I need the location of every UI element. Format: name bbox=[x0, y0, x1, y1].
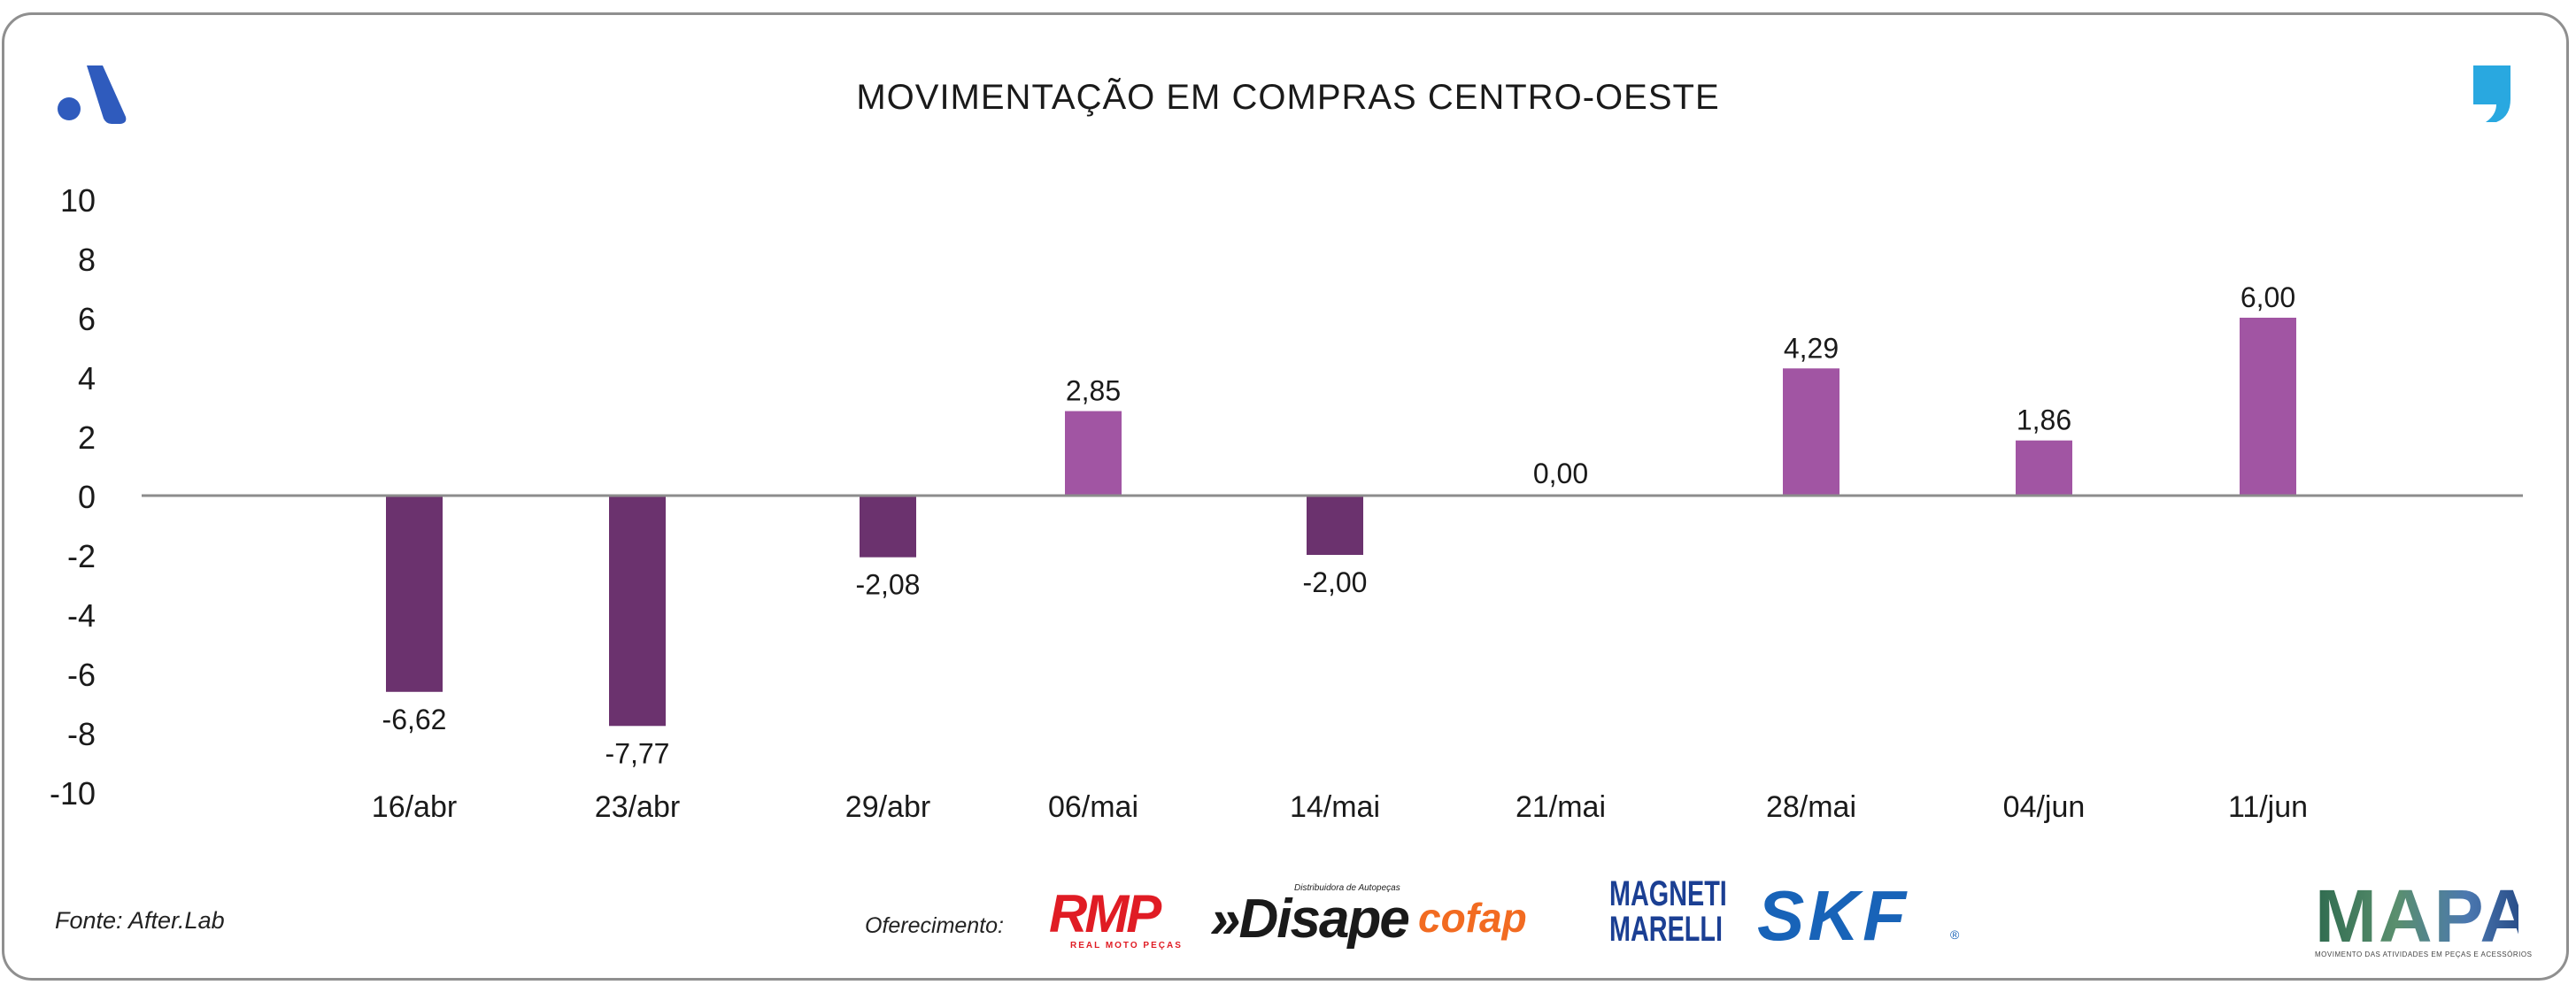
y-tick-label: 6 bbox=[78, 301, 96, 337]
chart-title: MOVIMENTAÇÃO EM COMPRAS CENTRO-OESTE bbox=[856, 78, 1720, 117]
x-tick-label: 21/mai bbox=[1516, 790, 1606, 824]
rmp-logo: RMP REAL MOTO PEÇAS bbox=[1049, 884, 1183, 951]
y-tick-label: -4 bbox=[67, 597, 96, 634]
skf-logo-text: SKF bbox=[1757, 876, 1909, 955]
cofap-logo: cofap bbox=[1418, 894, 1527, 942]
data-label: 0,00 bbox=[1533, 458, 1588, 489]
skf-registered-mark: ® bbox=[1950, 927, 1960, 942]
y-tick-label: 4 bbox=[78, 360, 96, 396]
bar bbox=[1307, 496, 1363, 555]
bar bbox=[609, 496, 666, 727]
mapa-logo-text: MAPA bbox=[2315, 874, 2536, 958]
afterlab-logo-icon bbox=[58, 65, 127, 124]
y-tick-label: -2 bbox=[67, 538, 96, 574]
data-label: 1,86 bbox=[2017, 404, 2071, 436]
data-label: -2,00 bbox=[1303, 566, 1368, 598]
mapa-logo-subtitle: MOVIMENTO DAS ATIVIDADES EM PEÇAS E ACES… bbox=[2315, 950, 2533, 958]
y-tick-label: 0 bbox=[78, 479, 96, 515]
y-tick-label: 10 bbox=[60, 182, 96, 219]
quote-mark-logo-icon bbox=[2473, 65, 2510, 122]
bar bbox=[1065, 411, 1122, 496]
data-label: 2,85 bbox=[1066, 375, 1121, 407]
data-label: 4,29 bbox=[1784, 332, 1839, 364]
data-label: -7,77 bbox=[605, 737, 670, 769]
x-tick-label: 04/jun bbox=[2003, 790, 2086, 824]
disape-logo-subtitle: Distribuidora de Autopeças bbox=[1294, 883, 1400, 893]
disape-logo-text: »Disape bbox=[1210, 889, 1410, 950]
bar bbox=[860, 496, 916, 558]
bar bbox=[2016, 440, 2072, 496]
magneti-logo-line1: MAGNETI bbox=[1609, 874, 1727, 913]
cofap-logo-text: cofap bbox=[1418, 895, 1527, 941]
bar bbox=[2240, 318, 2296, 496]
y-tick-label: 2 bbox=[78, 419, 96, 456]
disape-logo: Distribuidora de Autopeças »Disape bbox=[1210, 883, 1410, 950]
skf-logo: SKF ® bbox=[1757, 876, 1959, 955]
rmp-logo-text: RMP bbox=[1049, 884, 1161, 943]
x-tick-label: 14/mai bbox=[1290, 790, 1380, 824]
magneti-marelli-logo: MAGNETI MARELLI bbox=[1609, 876, 1742, 947]
y-tick-label: -10 bbox=[50, 775, 96, 812]
data-label: 6,00 bbox=[2241, 281, 2295, 313]
y-tick-label: 8 bbox=[78, 242, 96, 278]
data-label: -2,08 bbox=[856, 569, 921, 601]
bar bbox=[1783, 368, 1839, 496]
x-tick-label: 23/abr bbox=[595, 790, 680, 824]
x-tick-label: 29/abr bbox=[845, 790, 930, 824]
magneti-logo-line2: MARELLI bbox=[1609, 910, 1723, 949]
x-tick-label: 11/jun bbox=[2228, 790, 2308, 824]
x-tick-label: 06/mai bbox=[1048, 790, 1138, 824]
x-tick-label: 16/abr bbox=[372, 790, 457, 824]
y-tick-label: -8 bbox=[67, 716, 96, 752]
mapa-logo: MAPA MOVIMENTO DAS ATIVIDADES EM PEÇAS E… bbox=[2315, 874, 2536, 958]
source-note: Fonte: After.Lab bbox=[55, 907, 225, 934]
data-label: -6,62 bbox=[382, 704, 447, 735]
rmp-logo-subtitle: REAL MOTO PEÇAS bbox=[1070, 941, 1183, 950]
x-tick-label: 28/mai bbox=[1766, 790, 1856, 824]
bar bbox=[386, 496, 443, 692]
y-tick-label: -6 bbox=[67, 657, 96, 693]
sponsor-label: Oferecimento: bbox=[865, 913, 1005, 938]
